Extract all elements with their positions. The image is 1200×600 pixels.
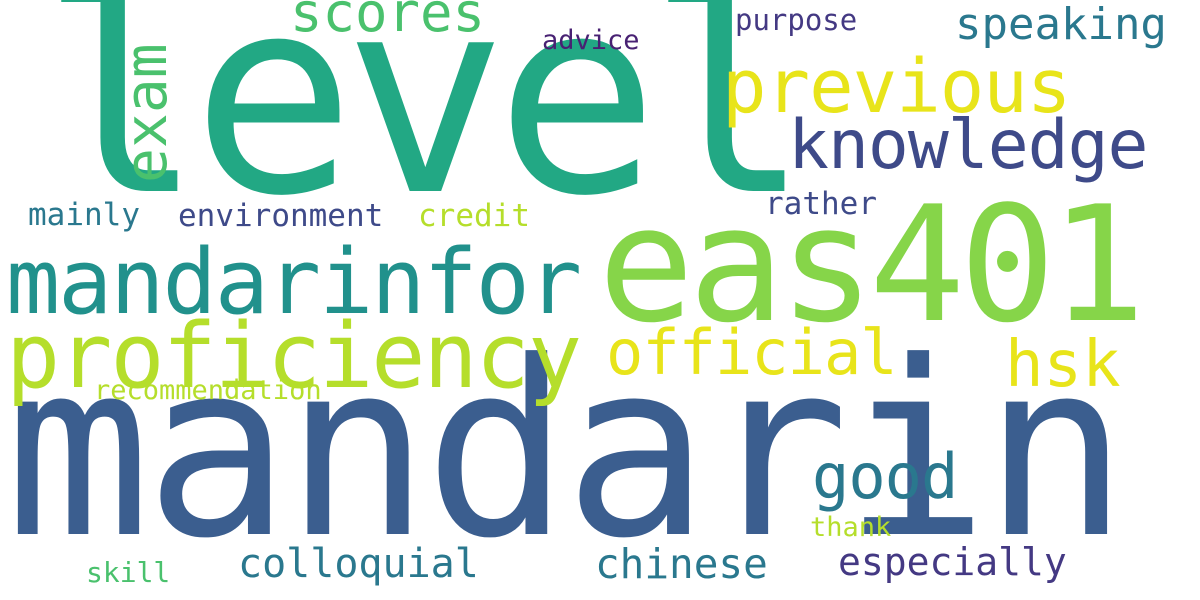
word-official: official: [606, 316, 898, 389]
word-colloquial: colloquial: [238, 541, 479, 587]
word-scores: scores: [290, 0, 486, 44]
word-skill: skill: [86, 556, 171, 589]
word-chinese: chinese: [595, 540, 768, 588]
word-advice: advice: [542, 25, 640, 56]
word-eas401: eas401: [598, 171, 1146, 358]
word-purpose: purpose: [735, 3, 858, 37]
word-mainly: mainly: [28, 197, 140, 233]
word-speaking: speaking: [955, 0, 1167, 50]
word-knowledge: knowledge: [788, 106, 1148, 185]
word-especially: especially: [838, 540, 1067, 584]
word-mandarin: mandarin: [5, 310, 1129, 592]
word-good: good: [812, 440, 958, 513]
word-mandarinfor: mandarinfor: [6, 230, 582, 335]
word-proficiency: proficiency: [6, 304, 582, 409]
word-hsk: hsk: [1005, 328, 1121, 402]
word-level: level: [40, 0, 811, 256]
word-previous: previous: [722, 44, 1071, 130]
word-recommendation: recommendation: [94, 375, 322, 406]
word-rather: rather: [765, 186, 877, 222]
word-credit: credit: [418, 198, 530, 234]
word-exam: exam: [112, 43, 180, 183]
word-environment: environment: [178, 198, 384, 234]
word-thank: thank: [810, 512, 892, 543]
